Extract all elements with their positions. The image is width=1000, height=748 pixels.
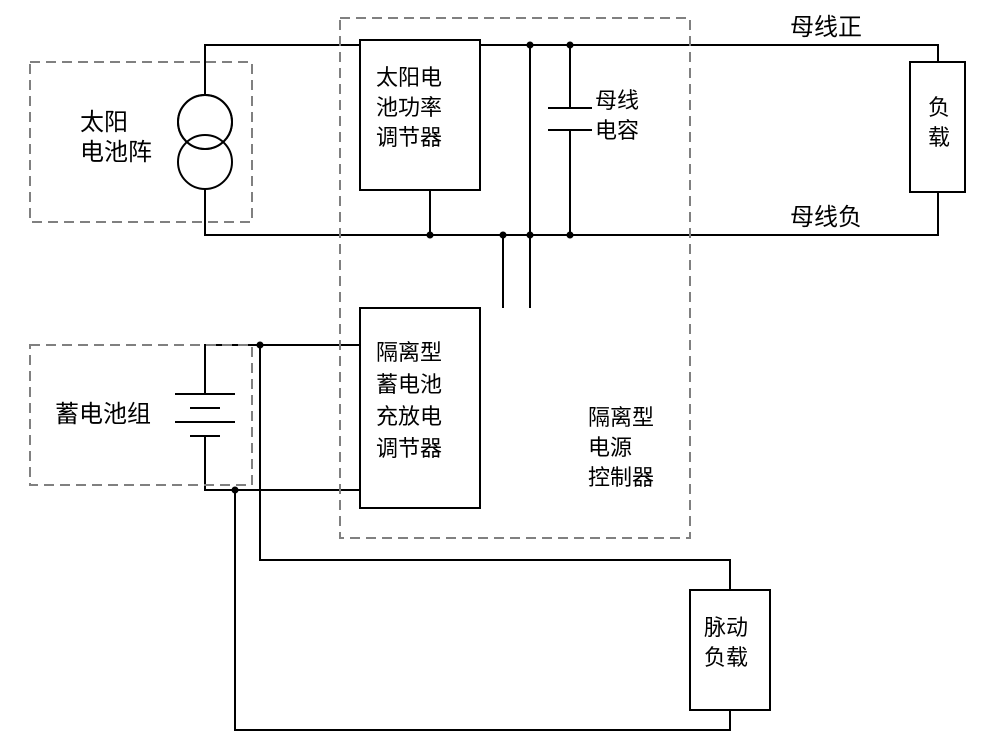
svg-text:负载: 负载 (704, 645, 748, 670)
svg-text:调节器: 调节器 (376, 125, 442, 150)
svg-text:调节器: 调节器 (376, 436, 442, 461)
svg-text:控制器: 控制器 (588, 465, 654, 490)
svg-text:太阳: 太阳 (80, 109, 128, 136)
svg-text:电容: 电容 (595, 118, 639, 143)
svg-text:隔离型: 隔离型 (376, 340, 442, 365)
svg-text:载: 载 (928, 125, 950, 150)
svg-text:蓄电池: 蓄电池 (376, 372, 442, 397)
svg-text:脉动: 脉动 (704, 615, 748, 640)
svg-text:电源: 电源 (588, 435, 632, 460)
svg-text:太阳电: 太阳电 (376, 65, 442, 90)
svg-text:蓄电池组: 蓄电池组 (55, 401, 151, 428)
svg-text:电池阵: 电池阵 (80, 139, 152, 166)
svg-text:充放电: 充放电 (376, 404, 442, 429)
svg-text:池功率: 池功率 (376, 95, 442, 120)
svg-text:母线负: 母线负 (790, 204, 862, 231)
svg-text:母线: 母线 (595, 88, 639, 113)
svg-text:母线正: 母线正 (790, 14, 862, 41)
svg-text:隔离型: 隔离型 (588, 405, 654, 430)
svg-text:负: 负 (928, 95, 950, 120)
